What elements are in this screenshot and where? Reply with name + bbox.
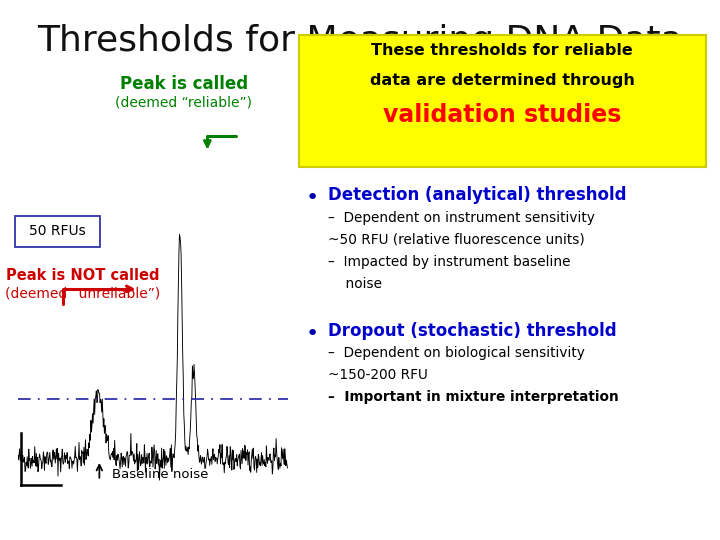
Text: data are determined through: data are determined through <box>370 73 634 88</box>
Text: •: • <box>306 324 319 344</box>
Text: (deemed “unreliable”): (deemed “unreliable”) <box>5 286 161 300</box>
Text: –  Dependent on biological sensitivity: – Dependent on biological sensitivity <box>328 346 585 360</box>
Text: Peak is NOT called: Peak is NOT called <box>6 268 160 283</box>
Text: noise: noise <box>328 276 382 291</box>
Text: 50 RFUs: 50 RFUs <box>29 225 86 238</box>
Text: Baseline noise: Baseline noise <box>112 468 208 481</box>
Text: –  Dependent on instrument sensitivity: – Dependent on instrument sensitivity <box>328 211 595 225</box>
Text: •: • <box>306 188 319 208</box>
Text: –  Impacted by instrument baseline: – Impacted by instrument baseline <box>328 254 570 268</box>
Text: –  Important in mixture interpretation: – Important in mixture interpretation <box>328 389 618 403</box>
Text: (deemed “reliable”): (deemed “reliable”) <box>115 96 252 110</box>
Text: ~50 RFU (relative fluorescence units): ~50 RFU (relative fluorescence units) <box>328 233 585 247</box>
Text: ~150-200 RFU: ~150-200 RFU <box>328 368 428 382</box>
FancyBboxPatch shape <box>15 216 99 247</box>
Text: These thresholds for reliable: These thresholds for reliable <box>372 43 633 58</box>
Text: Peak is called: Peak is called <box>120 75 248 93</box>
FancyBboxPatch shape <box>299 35 706 167</box>
Text: validation studies: validation studies <box>383 103 621 127</box>
Text: Dropout (stochastic) threshold: Dropout (stochastic) threshold <box>328 322 616 340</box>
Text: Detection (analytical) threshold: Detection (analytical) threshold <box>328 186 626 204</box>
Text: Thresholds for Measuring DNA Data: Thresholds for Measuring DNA Data <box>37 24 683 58</box>
